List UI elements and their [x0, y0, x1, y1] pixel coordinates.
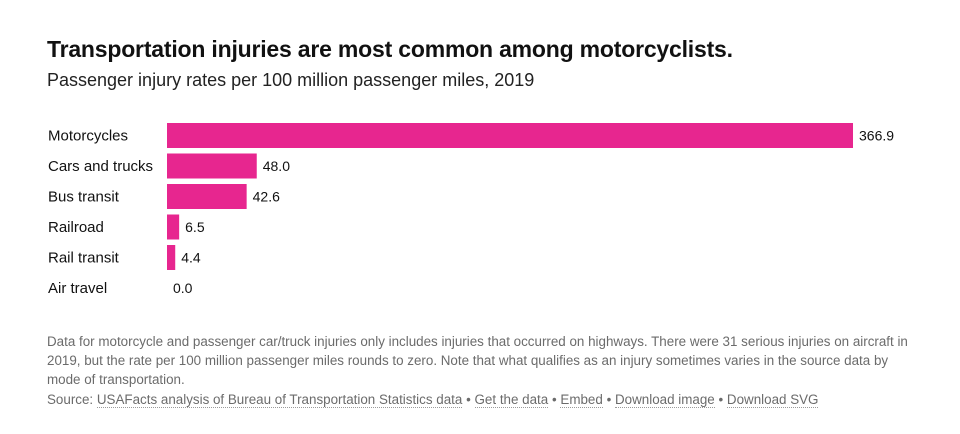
bar-railroad	[167, 214, 180, 240]
separator: •	[718, 392, 724, 407]
category-label-bus-transit: Bus transit	[48, 189, 120, 206]
category-label-railroad: Railroad	[48, 219, 104, 236]
source-link[interactable]: USAFacts analysis of Bureau of Transport…	[96, 392, 463, 408]
chart-title: Transportation injuries are most common …	[47, 36, 733, 62]
value-label-motorcycles: 366.9	[859, 128, 894, 144]
category-label-rail-transit: Rail transit	[48, 250, 120, 267]
download-svg-link[interactable]: Download SVG	[726, 392, 819, 408]
bar-rail-transit	[167, 245, 176, 270]
chart-subtitle: Passenger injury rates per 100 million p…	[47, 70, 535, 90]
value-label-cars-and-trucks: 48.0	[263, 158, 290, 174]
category-label-motorcycles: Motorcycles	[48, 128, 128, 145]
bar-chart: Motorcycles 366.9 Cars and trucks 48.0 Bus t…	[48, 123, 894, 297]
separator: •	[606, 392, 612, 407]
footnote: Data for motorcycle and passenger car/tr…	[47, 334, 908, 387]
source-line: Source: USAFacts analysis of Bureau of T…	[47, 392, 819, 408]
separator: •	[551, 392, 557, 407]
bar-bus-transit	[167, 184, 247, 209]
embed-link[interactable]: Embed	[560, 392, 603, 408]
category-label-air-travel: Air travel	[48, 280, 107, 297]
category-label-cars-and-trucks: Cars and trucks	[48, 158, 153, 175]
value-label-air-travel: 0.0	[173, 280, 193, 296]
bar-cars-and-trucks	[167, 153, 257, 179]
download-image-link[interactable]: Download image	[615, 392, 715, 408]
source-prefix: Source:	[47, 392, 94, 407]
value-label-rail-transit: 4.4	[181, 250, 201, 266]
separator: •	[466, 392, 471, 407]
value-label-railroad: 6.5	[185, 219, 205, 235]
get-the-data-link[interactable]: Get the data	[474, 392, 549, 408]
bar-motorcycles	[167, 123, 853, 148]
value-label-bus-transit: 42.6	[253, 189, 280, 205]
